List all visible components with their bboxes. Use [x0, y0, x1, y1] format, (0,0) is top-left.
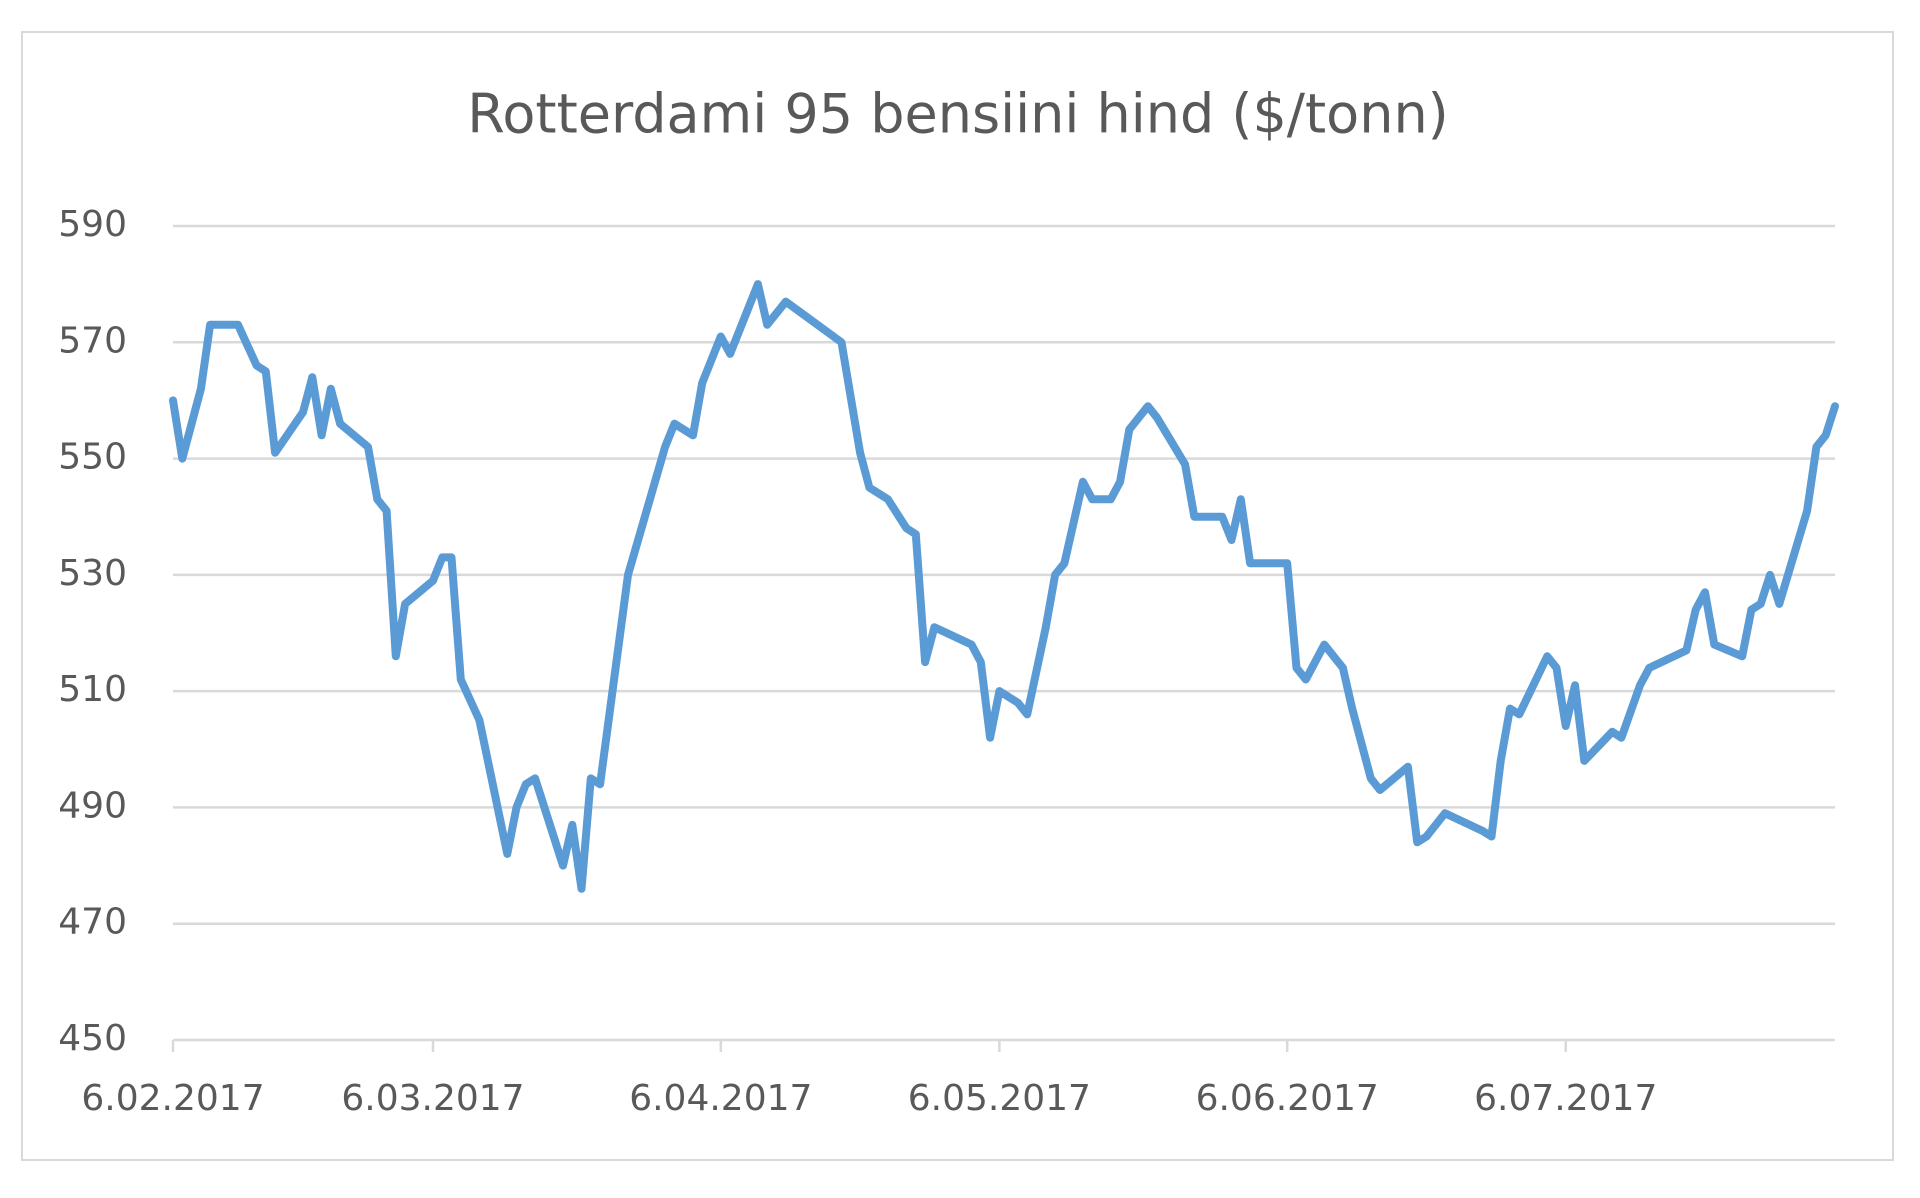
y-tick-label: 510 — [58, 669, 127, 710]
y-tick-label: 550 — [58, 437, 127, 478]
chart-frame — [21, 31, 1894, 1161]
y-tick-label: 490 — [58, 785, 127, 826]
price-line — [169, 280, 1839, 893]
x-tick-label: 6.05.2017 — [908, 1078, 1091, 1119]
y-tick-label: 450 — [58, 1018, 127, 1059]
x-tick-label: 6.04.2017 — [629, 1078, 812, 1119]
y-tick-label: 570 — [58, 320, 127, 361]
x-tick-label: 6.02.2017 — [81, 1078, 264, 1119]
y-tick-label: 470 — [58, 902, 127, 943]
x-tick-label: 6.07.2017 — [1474, 1078, 1657, 1119]
x-tick-label: 6.03.2017 — [341, 1078, 524, 1119]
y-tick-label: 530 — [58, 553, 127, 594]
x-tick-label: 6.06.2017 — [1196, 1078, 1379, 1119]
y-tick-label: 590 — [58, 204, 127, 245]
chart-title: Rotterdami 95 bensiini hind ($/tonn) — [467, 83, 1448, 146]
